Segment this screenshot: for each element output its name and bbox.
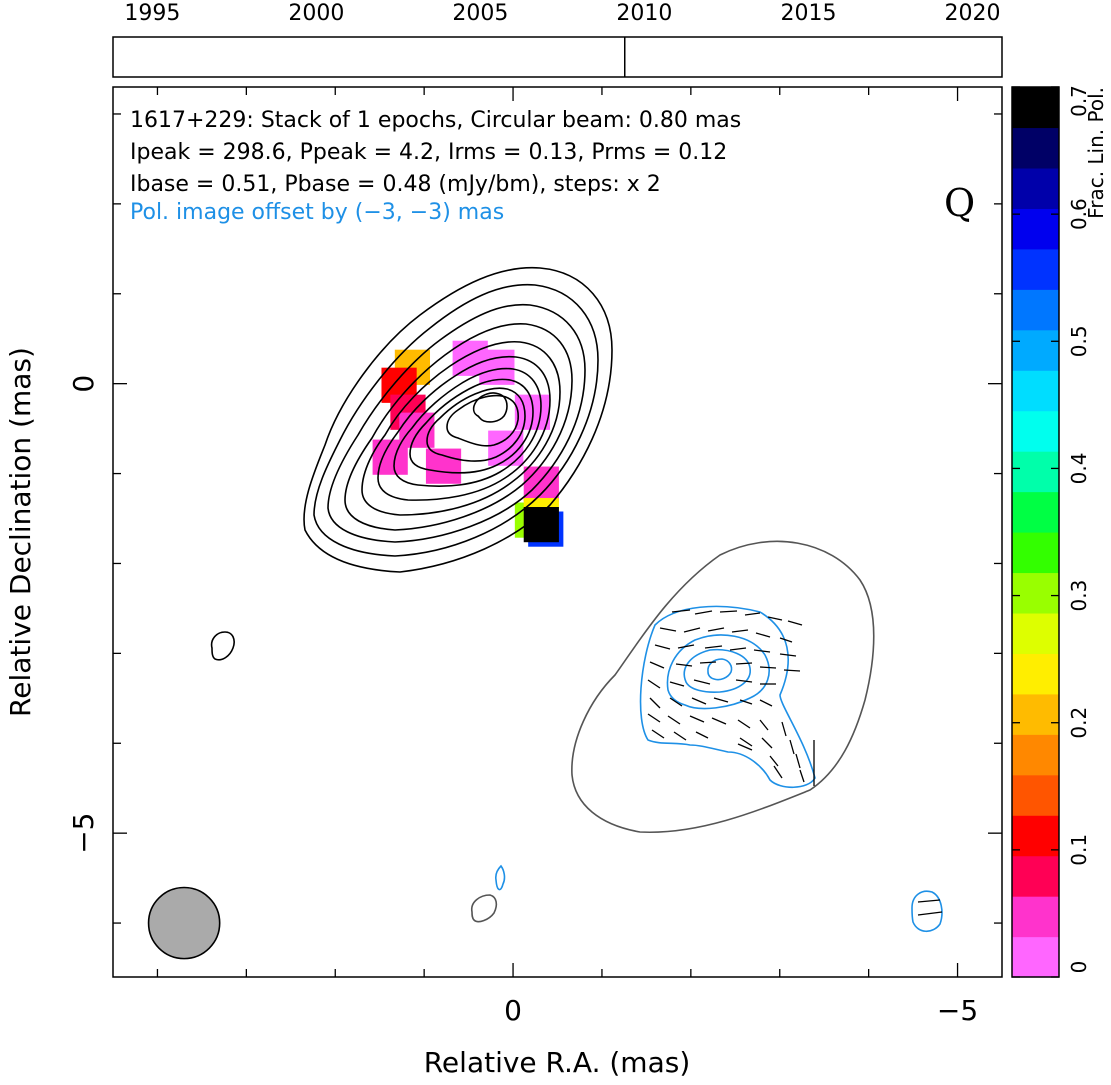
timeline-frame [112, 36, 1003, 78]
colorbar-segment [1012, 127, 1059, 169]
colorbar-frame [1011, 86, 1060, 978]
header-line-2: Ipeak = 298.6, Ppeak = 4.2, Irms = 0.13,… [130, 140, 727, 165]
colorbar-segment [1012, 208, 1059, 250]
colorbar-tick-label: 0.3 [1067, 580, 1091, 612]
colorbar-segment [1012, 612, 1059, 654]
colorbar-segment [1012, 896, 1059, 938]
axis-ticks [113, 87, 1002, 977]
timeline-year-label: 2010 [616, 1, 672, 26]
plot-frame [112, 86, 1003, 978]
timeline-year-label: 2020 [944, 1, 1000, 26]
colorbar-segment [1012, 451, 1059, 493]
y-tick-label: −5 [67, 813, 100, 854]
x-axis-label: Relative R.A. (mas) [424, 1046, 691, 1079]
colorbar-tick-label: 0.1 [1067, 834, 1091, 866]
colorbar-segment [1012, 289, 1059, 331]
colorbar-segment [1012, 410, 1059, 452]
colorbar-segment [1012, 532, 1059, 574]
colorbar-tick-label: 0.5 [1067, 325, 1091, 357]
colorbar-segment [1012, 653, 1059, 695]
header-line-1: 1617+229: Stack of 1 epochs, Circular be… [130, 108, 741, 133]
evpa-vectors [647, 609, 943, 916]
x-tick-labels: 0 −5 [504, 994, 978, 1027]
colorbar-tick-label: 0.2 [1067, 707, 1091, 739]
x-tick-label: −5 [937, 994, 978, 1027]
epoch-timeline: 1995 2000 2005 2010 2015 2020 [112, 1, 1003, 78]
frac-pol-pixel [523, 466, 559, 502]
colorbar-tick-label: 0.6 [1067, 198, 1091, 230]
colorbar: 0 0.1 0.2 0.3 0.4 0.5 0.6 0.7 Frac. Lin. Pol. [1011, 85, 1108, 978]
colorbar-segment [1012, 167, 1059, 209]
total-intensity-outline [470, 540, 875, 923]
colorbar-tick-label: 0.4 [1067, 453, 1091, 485]
timeline-year-label: 2000 [288, 1, 344, 26]
timeline-year-label: 1995 [124, 1, 180, 26]
x-tick-label: 0 [504, 994, 522, 1027]
colorbar-tick-label: 0.7 [1067, 85, 1091, 117]
colorbar-segment [1012, 87, 1059, 129]
offset-note: Pol. image offset by (−3, −3) mas [130, 200, 504, 225]
colorbar-segment [1012, 855, 1059, 897]
beam-ellipse [147, 886, 221, 960]
colorbar-label: Frac. Lin. Pol. [1084, 87, 1108, 219]
plot-area: 1617+229: Stack of 1 epochs, Circular be… [4, 86, 1003, 1079]
frac-pol-pixel [399, 412, 435, 448]
colorbar-segment [1012, 329, 1059, 371]
colorbar-tick-label: 0 [1067, 961, 1091, 974]
colorbar-segment [1012, 491, 1059, 533]
colorbar-segment [1012, 734, 1059, 776]
colorbar-segment [1012, 572, 1059, 614]
y-tick-label: 0 [67, 375, 100, 393]
timeline-year-label: 2005 [452, 1, 508, 26]
stokes-i-contours [210, 266, 613, 661]
polarized-intensity-contours [495, 605, 943, 933]
y-axis-label: Relative Declination (mas) [4, 347, 37, 717]
quality-flag: Q [944, 181, 975, 225]
timeline-year-label: 2015 [780, 1, 836, 26]
colorbar-segment [1012, 774, 1059, 816]
colorbar-segment [1012, 248, 1059, 290]
header-line-3: Ibase = 0.51, Pbase = 0.48 (mJy/bm), ste… [130, 172, 661, 197]
y-tick-labels: 0 −5 [67, 375, 100, 854]
frac-pol-pixel [425, 448, 462, 484]
colorbar-segment [1012, 693, 1059, 735]
colorbar-segment [1012, 936, 1059, 978]
colorbar-segment [1012, 370, 1059, 412]
